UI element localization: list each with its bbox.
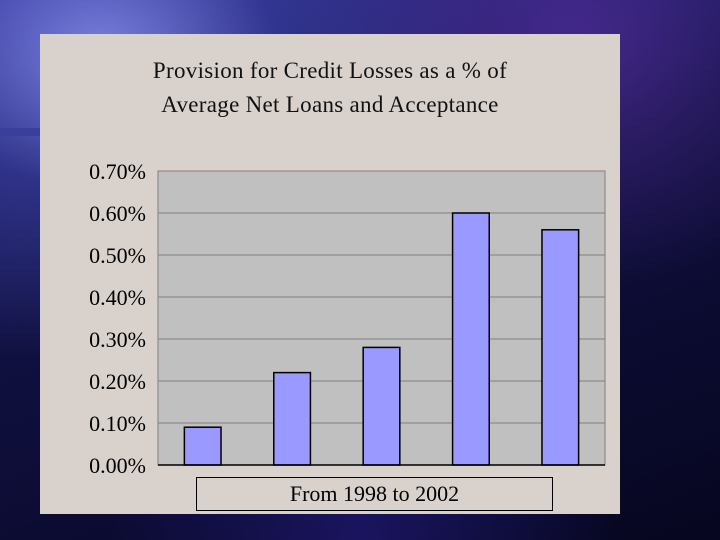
y-tick-label: 0.60% xyxy=(89,201,146,226)
chart-panel: Provision for Credit Losses as a % of Av… xyxy=(40,34,620,514)
y-tick-label: 0.30% xyxy=(89,327,146,352)
bar xyxy=(362,346,401,466)
bar-chart: 0.00% 0.10% 0.20% 0.30% 0.40% 0.50% 0.60% 0.70% xyxy=(89,159,606,478)
chart-title: Provision for Credit Losses as a % of Av… xyxy=(40,54,620,122)
bar xyxy=(451,212,490,466)
y-tick-label: 0.20% xyxy=(89,369,146,394)
chart-title-line-2: Average Net Loans and Acceptance xyxy=(161,92,499,117)
bar xyxy=(273,371,312,466)
bar xyxy=(541,229,580,466)
y-tick-label: 0.00% xyxy=(89,453,146,478)
y-tick-label: 0.40% xyxy=(89,285,146,310)
chart-title-line-1: Provision for Credit Losses as a % of xyxy=(152,58,508,83)
left-accent-bar xyxy=(0,128,40,136)
y-tick-label: 0.70% xyxy=(89,159,146,184)
y-tick-label: 0.10% xyxy=(89,411,146,436)
y-tick-label: 0.50% xyxy=(89,243,146,268)
x-axis-label: From 1998 to 2002 xyxy=(196,477,553,511)
bar xyxy=(183,426,222,466)
